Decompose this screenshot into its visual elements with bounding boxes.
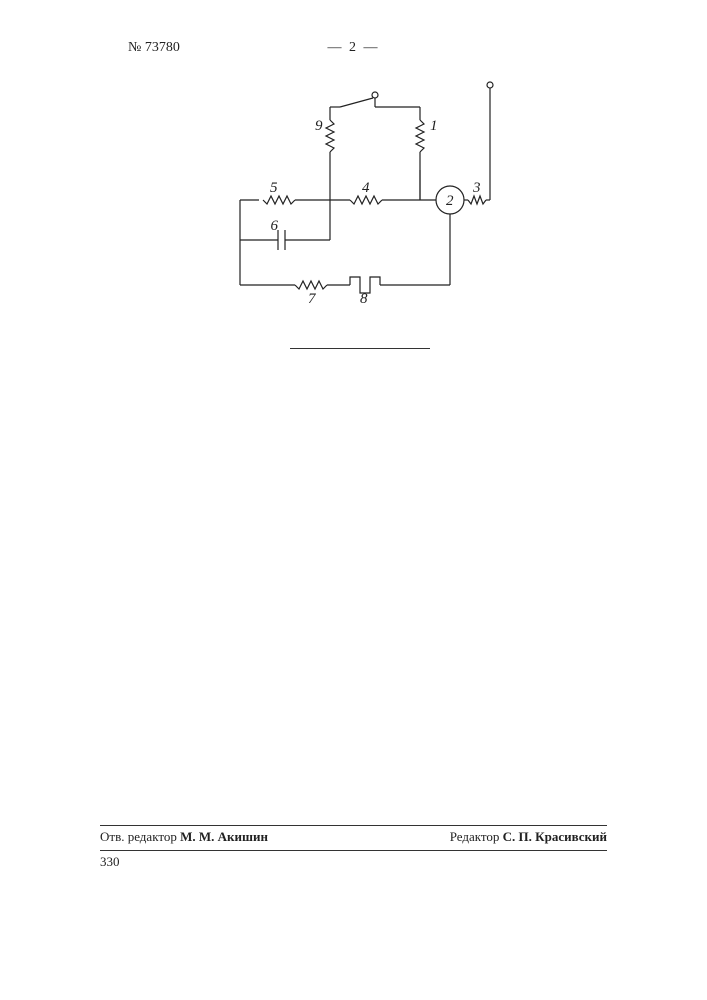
editor-left-name: М. М. Акишин — [180, 829, 268, 844]
footer-editors-row: Отв. редактор М. М. Акишин Редактор С. П… — [100, 826, 607, 850]
component-label-5: 5 — [270, 180, 278, 196]
document-number: № 73780 — [128, 40, 180, 56]
component-label-7: 7 — [308, 291, 317, 307]
editor-right: Редактор С. П. Красивский — [450, 829, 607, 845]
editor-left: Отв. редактор М. М. Акишин — [100, 829, 268, 845]
editor-right-label: Редактор — [450, 829, 500, 844]
component-label-2: 2 — [446, 193, 454, 209]
component-label-1: 1 — [430, 118, 438, 134]
page-number: — 2 — — [328, 40, 380, 56]
circuit-diagram: 1 2 3 4 5 6 7 8 9 — [200, 75, 520, 325]
editor-left-label: Отв. редактор — [100, 829, 177, 844]
component-label-3: 3 — [472, 180, 481, 196]
figure-separator — [290, 348, 430, 349]
page: № 73780 — 2 — — [0, 0, 707, 1000]
component-label-9: 9 — [315, 118, 323, 134]
component-label-6: 6 — [271, 218, 279, 234]
page-footer: Отв. редактор М. М. Акишин Редактор С. П… — [100, 825, 607, 870]
component-label-8: 8 — [360, 291, 368, 307]
footer-page-id: 330 — [100, 851, 607, 870]
editor-right-name: С. П. Красивский — [503, 829, 607, 844]
component-label-4: 4 — [362, 180, 370, 196]
